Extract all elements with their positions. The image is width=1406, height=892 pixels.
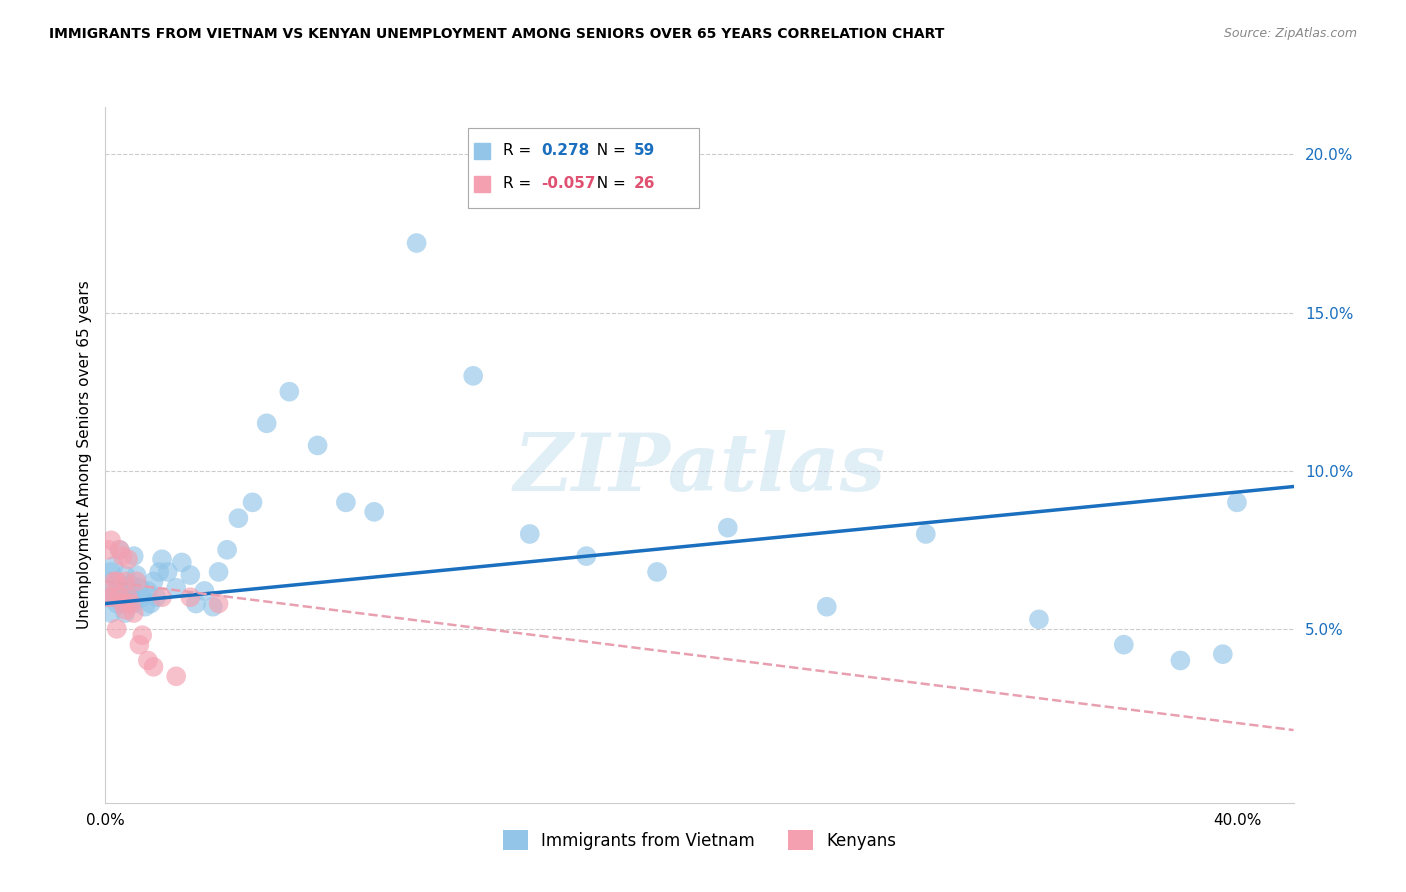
Point (136, 583, 159, 598)
Point (139, 597, 162, 611)
Point (128, 581, 150, 595)
Point (114, 606, 136, 620)
Text: 26: 26 (634, 176, 655, 191)
Point (114, 574, 136, 589)
Point (100, 606, 122, 620)
Point (122, 606, 145, 620)
Point (111, 581, 134, 595)
Point (170, 556, 193, 570)
Point (117, 597, 139, 611)
Point (100, 565, 122, 579)
Point (463, 368, 485, 383)
Point (108, 542, 131, 557)
Point (148, 565, 170, 579)
Point (645, 565, 668, 579)
Point (105, 597, 128, 611)
Point (142, 660, 165, 674)
Point (307, 438, 329, 452)
Text: IMMIGRANTS FROM VIETNAM VS KENYAN UNEMPLOYMENT AMONG SENIORS OVER 65 YEARS CORRE: IMMIGRANTS FROM VIETNAM VS KENYAN UNEMPL… (49, 27, 945, 41)
Point (1028, 612, 1050, 626)
Point (193, 583, 215, 598)
Point (1226, 495, 1249, 509)
Point (179, 568, 201, 582)
Text: R =: R = (503, 176, 537, 191)
Text: 59: 59 (634, 144, 655, 159)
Point (120, 577, 142, 591)
Point (815, 599, 838, 614)
Point (114, 568, 136, 582)
Point (1112, 638, 1135, 652)
Point (120, 591, 142, 605)
Point (165, 581, 187, 595)
Text: 0.278: 0.278 (541, 144, 589, 159)
Point (575, 549, 598, 563)
Point (105, 622, 128, 636)
Point (105, 574, 128, 589)
Point (242, 495, 264, 509)
Point (97, 591, 120, 605)
Point (97, 591, 120, 605)
Point (125, 574, 148, 589)
Legend: Immigrants from Vietnam, Kenyans: Immigrants from Vietnam, Kenyans (496, 823, 903, 857)
Point (179, 591, 201, 605)
Point (97, 542, 120, 557)
Point (256, 417, 278, 431)
Point (100, 533, 122, 548)
Point (405, 235, 427, 250)
Point (111, 597, 134, 611)
Point (103, 558, 125, 573)
Point (134, 599, 156, 614)
Point (914, 527, 936, 541)
Point (201, 599, 224, 614)
Text: Source: ZipAtlas.com: Source: ZipAtlas.com (1223, 27, 1357, 40)
Point (117, 591, 139, 605)
Point (120, 597, 142, 611)
Point (136, 653, 159, 667)
Point (103, 591, 125, 605)
Text: -0.057: -0.057 (541, 176, 596, 191)
Point (108, 591, 131, 605)
Point (278, 384, 301, 399)
Text: R =: R = (503, 144, 537, 159)
Point (131, 591, 153, 605)
Point (217, 542, 239, 557)
Point (103, 574, 125, 589)
Point (145, 591, 167, 605)
Point (100, 591, 122, 605)
Point (117, 583, 139, 598)
Point (125, 568, 148, 582)
Point (1212, 647, 1234, 661)
Point (150, 552, 173, 566)
Point (142, 574, 165, 589)
Point (122, 597, 145, 611)
Point (519, 527, 541, 541)
Point (128, 638, 150, 652)
Text: N =: N = (586, 176, 630, 191)
Point (111, 597, 134, 611)
Point (184, 597, 207, 611)
Y-axis label: Unemployment Among Seniors over 65 years: Unemployment Among Seniors over 65 years (76, 281, 91, 629)
Point (228, 511, 250, 525)
Text: N =: N = (586, 144, 630, 159)
Point (150, 591, 173, 605)
Point (207, 597, 229, 611)
Point (165, 669, 187, 683)
Point (111, 549, 134, 563)
Point (363, 505, 385, 519)
Point (717, 521, 740, 535)
Point (117, 552, 139, 566)
Point (97, 574, 120, 589)
Point (156, 565, 179, 579)
Point (114, 603, 136, 617)
Point (108, 542, 131, 557)
Point (122, 549, 145, 563)
Point (207, 565, 229, 579)
FancyBboxPatch shape (468, 128, 700, 208)
Point (1170, 653, 1192, 667)
Text: ZIPatlas: ZIPatlas (513, 430, 886, 508)
Point (108, 583, 131, 598)
Point (335, 495, 357, 509)
Point (105, 574, 128, 589)
Point (131, 628, 153, 642)
